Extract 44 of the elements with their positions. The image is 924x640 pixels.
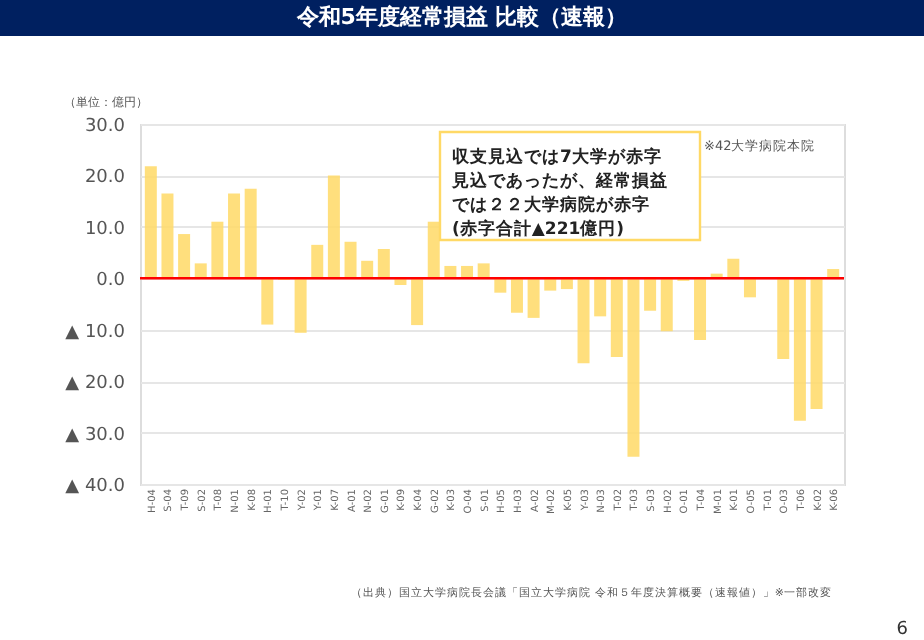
y-tick-label: 0.0 <box>96 271 126 292</box>
bar <box>377 248 390 279</box>
y-tick-label: 30.0 <box>84 117 126 137</box>
bar <box>510 278 523 313</box>
y-tick-label: ▲ 40.0 <box>65 477 126 497</box>
bar <box>261 278 274 325</box>
bar <box>544 278 557 291</box>
bar <box>361 260 374 279</box>
bar <box>311 244 324 279</box>
bar <box>494 278 507 293</box>
bar <box>211 221 224 279</box>
bar <box>610 278 623 357</box>
bar <box>793 278 806 421</box>
bar <box>477 263 490 279</box>
bar <box>777 278 790 360</box>
y-tick-label: 10.0 <box>84 219 126 240</box>
bar <box>244 188 257 279</box>
annotation: 収支見込では7大学が赤字見込であったが、経常損益では２２大学病院が赤字(赤字合計▲221億円) <box>450 146 668 240</box>
bar <box>727 258 740 279</box>
bar <box>327 175 340 279</box>
text: 6 <box>896 620 909 640</box>
y-tick-label: ▲ 20.0 <box>65 374 126 395</box>
bar <box>743 278 756 298</box>
bar <box>660 278 673 332</box>
bar <box>577 278 590 364</box>
bar <box>194 263 207 279</box>
bar <box>527 278 540 318</box>
bar <box>294 278 307 333</box>
bar <box>694 278 707 340</box>
bar <box>810 278 823 409</box>
bar <box>560 278 573 290</box>
bar <box>161 193 174 279</box>
bar <box>228 193 241 279</box>
bar <box>144 166 157 279</box>
bar <box>178 234 191 279</box>
y-tick-label: 20.0 <box>84 168 126 189</box>
bar <box>644 278 657 311</box>
y-tick-label: ▲ 30.0 <box>65 425 126 446</box>
y-tick-label: ▲ 10.0 <box>65 322 126 343</box>
bar <box>411 278 424 326</box>
bar <box>627 278 640 457</box>
bar <box>344 241 357 279</box>
bar <box>594 278 607 317</box>
chart-title: 令和5年度経常損益 比較（速報） <box>294 4 628 30</box>
